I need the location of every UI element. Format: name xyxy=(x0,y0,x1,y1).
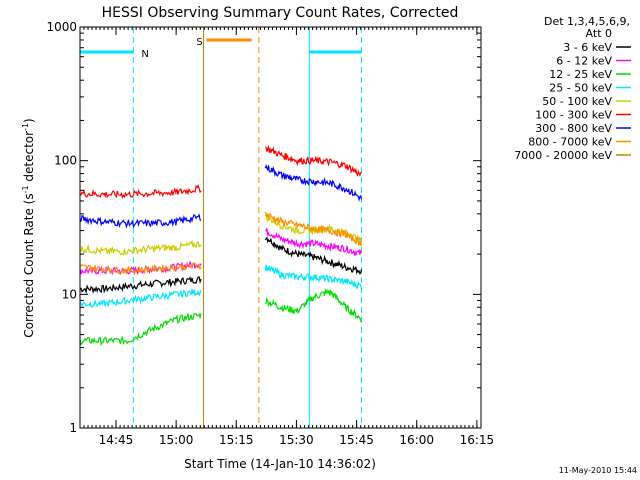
y-tick-label-1: 10 xyxy=(62,287,77,301)
series-2-before xyxy=(79,312,202,347)
series-4-before xyxy=(79,240,202,256)
series-6-before xyxy=(79,213,202,229)
y-tick-label-2: 100 xyxy=(54,154,77,168)
y-axis-label: Corrected Count Rate (s-1 detector-1) xyxy=(21,118,36,337)
legend-label-2: 12 - 25 keV xyxy=(549,68,612,81)
footer-timestamp: 11-May-2010 15:44 xyxy=(559,466,637,475)
y-tick-label-0: 1 xyxy=(69,421,77,435)
chart-title: HESSI Observing Summary Count Rates, Cor… xyxy=(102,5,459,21)
band-label-N: N xyxy=(141,49,148,60)
x-tick-label-1: 15:00 xyxy=(159,433,194,447)
legend-label-6: 300 - 800 keV xyxy=(535,122,612,135)
x-axis-ticks: 14:45 15:00 15:15 15:30 15:45 16:00 16:15 xyxy=(79,27,495,447)
x-tick-label-2: 15:15 xyxy=(219,433,254,447)
x-tick-label-5: 16:00 xyxy=(399,433,434,447)
legend-header-line1: Det 1,3,4,5,6,9, xyxy=(544,15,630,28)
x-axis-label: Start Time (14-Jan-10 14:36:02) xyxy=(184,457,376,471)
series-2-after xyxy=(264,288,363,323)
legend-label-1: 6 - 12 keV xyxy=(556,55,612,68)
legend-label-0: 3 - 6 keV xyxy=(563,41,612,54)
x-tick-label-4: 15:45 xyxy=(339,433,374,447)
legend-label-7: 800 - 7000 keV xyxy=(528,136,612,149)
series-0-after xyxy=(264,236,363,275)
series-0-before xyxy=(79,276,202,295)
x-tick-label-6: 16:15 xyxy=(460,433,495,447)
legend-label-3: 25 - 50 keV xyxy=(549,82,612,95)
legend-header-line2: Att 0 xyxy=(586,27,612,40)
x-tick-label-3: 15:30 xyxy=(279,433,314,447)
legend-label-4: 50 - 100 keV xyxy=(542,95,612,108)
y-tick-label-3: 1000 xyxy=(46,20,77,34)
series-5-after xyxy=(264,145,362,177)
series-1-after xyxy=(264,228,363,257)
plot-area: NS xyxy=(79,27,363,428)
series-3-after xyxy=(264,264,363,290)
band-label-S: S xyxy=(196,37,202,48)
series-7-before xyxy=(79,261,202,276)
legend-label-5: 100 - 300 keV xyxy=(535,109,612,122)
legend-label-8: 7000 - 20000 keV xyxy=(514,149,612,162)
series-6-after xyxy=(264,163,363,202)
series-7-after xyxy=(264,211,362,247)
x-tick-label-0: 14:45 xyxy=(99,433,134,447)
series-3-before xyxy=(79,289,202,309)
y-axis-ticks: 1 10 100 1000 xyxy=(46,20,481,435)
series-5-before xyxy=(79,184,202,199)
